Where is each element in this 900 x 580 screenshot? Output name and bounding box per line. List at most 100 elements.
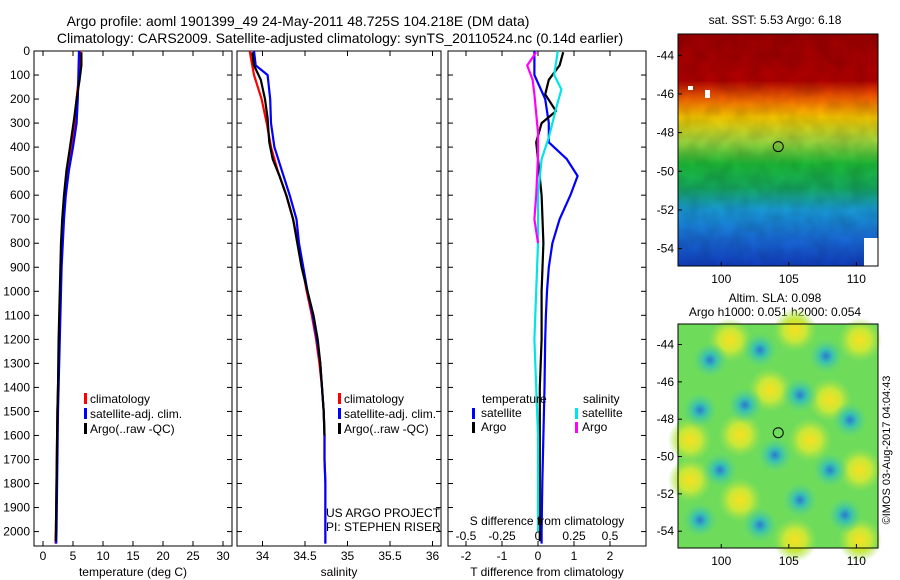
x-tick-label: 34.5 [293, 549, 317, 563]
depth-axis: 0 100 200 300 400 500 600 700 800 900 1000 1100 1200… [3, 44, 646, 539]
sla-negative-anomaly [832, 402, 868, 438]
legend-swatch-satellite [84, 408, 87, 419]
legend-label-t-argo: Argo [481, 420, 507, 434]
temperature-x-ticks: 0 5 10 15 20 25 30 [40, 51, 230, 563]
depth-tick-label: 0 [23, 44, 30, 58]
x-tick-label: 35 [341, 549, 355, 563]
legend-swatch-argo [84, 423, 87, 434]
sla-negative-anomaly [692, 342, 728, 378]
depth-tick-label: 900 [10, 260, 30, 274]
series-line-temperature-satellite [533, 51, 579, 544]
depth-tick-label: 1300 [3, 356, 30, 370]
difference-legend: temperature salinity satellite Argo sate… [472, 392, 623, 434]
x-tick-label: 15 [126, 549, 140, 563]
map-y-tick-label: -52 [657, 487, 675, 501]
map-y-tick-label: -44 [657, 48, 675, 62]
sla-panel-title-line1: Altim. SLA: 0.098 [729, 291, 822, 305]
legend-label-argo: Argo(..raw -QC) [90, 422, 175, 436]
legend-label-argo: Argo(..raw -QC) [344, 422, 429, 436]
sla-positive-anomaly [788, 418, 832, 462]
pi-label: PI: STEPHEN RISER [326, 520, 441, 534]
legend-swatch-satellite [338, 408, 341, 419]
sla-negative-anomaly [812, 452, 848, 488]
x-tick-label: 2 [607, 549, 614, 563]
depth-tick-label: 2000 [3, 525, 30, 539]
sla-negative-anomaly [742, 332, 778, 368]
map-y-tick-label: -48 [657, 412, 675, 426]
sla-negative-anomaly [727, 387, 763, 423]
series-line-argo-raw-qc [54, 52, 83, 542]
sst-missing-patch [864, 238, 878, 266]
sla-negative-anomaly [682, 502, 718, 538]
salinity-panel-frame [236, 50, 442, 547]
map-x-tick-label: 110 [847, 272, 866, 286]
legend-swatch-s-satellite [575, 408, 578, 419]
depth-tick-label: 100 [10, 68, 30, 82]
difference-panel-frame [447, 50, 647, 547]
x-tick-label: 10 [96, 549, 110, 563]
depth-tick-label: 1200 [3, 332, 30, 346]
depth-tick-label: 300 [10, 116, 30, 130]
x-tick-label: 35.5 [378, 549, 402, 563]
map-y-tick-label: -50 [657, 164, 675, 178]
depth-tick-label: 200 [10, 92, 30, 106]
map-x-tick-label: 100 [711, 554, 731, 568]
legend-header-salinity: salinity [583, 392, 620, 406]
legend-swatch-t-satellite [472, 408, 475, 419]
x-tick-label: 0 [40, 549, 47, 563]
x-tick-label: 5 [70, 549, 77, 563]
difference-x2-ticks: -0.5 -0.25 0 0.25 0.5 [456, 529, 619, 543]
x-tick-label: -2 [461, 549, 472, 563]
sst-map [677, 33, 879, 267]
salinity-x-ticks: 34 34.5 35 35.5 36 [256, 51, 439, 563]
map-y-tick-label: -54 [657, 524, 675, 538]
x2-tick-label: 0 [535, 529, 542, 543]
sla-negative-anomaly [702, 452, 738, 488]
sla-eddy-layer [668, 308, 882, 562]
map-x-tick-label: 110 [847, 554, 866, 568]
x-tick-label: 20 [156, 549, 170, 563]
x-tick-label: 34 [256, 549, 270, 563]
depth-tick-label: 1800 [3, 477, 30, 491]
sla-negative-anomaly [808, 338, 844, 374]
map-y-tick-label: -46 [657, 87, 675, 101]
sst-axis-ticks: -44 -46 -48 -50 -52 -54 100 105 110 [657, 48, 867, 286]
figure-title-line1: Argo profile: aoml 1901399_49 24-May-201… [67, 13, 530, 29]
legend-swatch-climatology [338, 393, 341, 404]
x2-tick-label: 0.25 [562, 529, 586, 543]
sla-positive-anomaly [773, 518, 817, 562]
series-line-salinity-argo [526, 51, 540, 244]
sst-land-patch [688, 86, 693, 90]
depth-tick-label: 1500 [3, 404, 30, 418]
depth-tick-label: 600 [10, 188, 30, 202]
x-tick-label: 25 [186, 549, 200, 563]
sla-negative-anomaly [682, 392, 718, 428]
depth-tick-label: 500 [10, 164, 30, 178]
argo-location-marker [772, 141, 784, 153]
legend-label-t-satellite: satellite [481, 406, 522, 420]
map-y-tick-label: -54 [657, 242, 675, 256]
sla-positive-anomaly [773, 308, 817, 352]
sla-axis-ticks: -44 -46 -48 -50 -52 -54 100 105 110 [657, 338, 867, 568]
legend-label-climatology: climatology [90, 392, 150, 406]
series-line-climatology [248, 51, 327, 544]
x2-tick-label: 0.5 [602, 529, 619, 543]
sst-panel-title: sat. SST: 5.53 Argo: 6.18 [709, 13, 842, 27]
sla-frame [677, 323, 879, 549]
sla-negative-anomaly [782, 377, 818, 413]
sst-land-patch [705, 90, 710, 98]
sst-texture [678, 34, 878, 266]
sla-negative-anomaly [742, 507, 778, 543]
series-line-satellite-adj-clim [252, 51, 327, 544]
depth-tick-label: 1400 [3, 380, 30, 394]
temperature-series-group [54, 51, 83, 544]
sla-positive-anomaly [838, 318, 882, 362]
depth-tick-label: 1600 [3, 428, 30, 442]
x2-tick-label: -0.5 [456, 529, 477, 543]
temperature-x-label: temperature (deg C) [79, 565, 187, 579]
figure-title-line2: Climatology: CARS2009. Satellite-adjuste… [57, 30, 623, 46]
legend-swatch-t-argo [472, 422, 475, 433]
x-tick-label: 0 [535, 549, 542, 563]
project-label: US ARGO PROJECT [326, 506, 441, 520]
sla-positive-anomaly [718, 413, 762, 457]
